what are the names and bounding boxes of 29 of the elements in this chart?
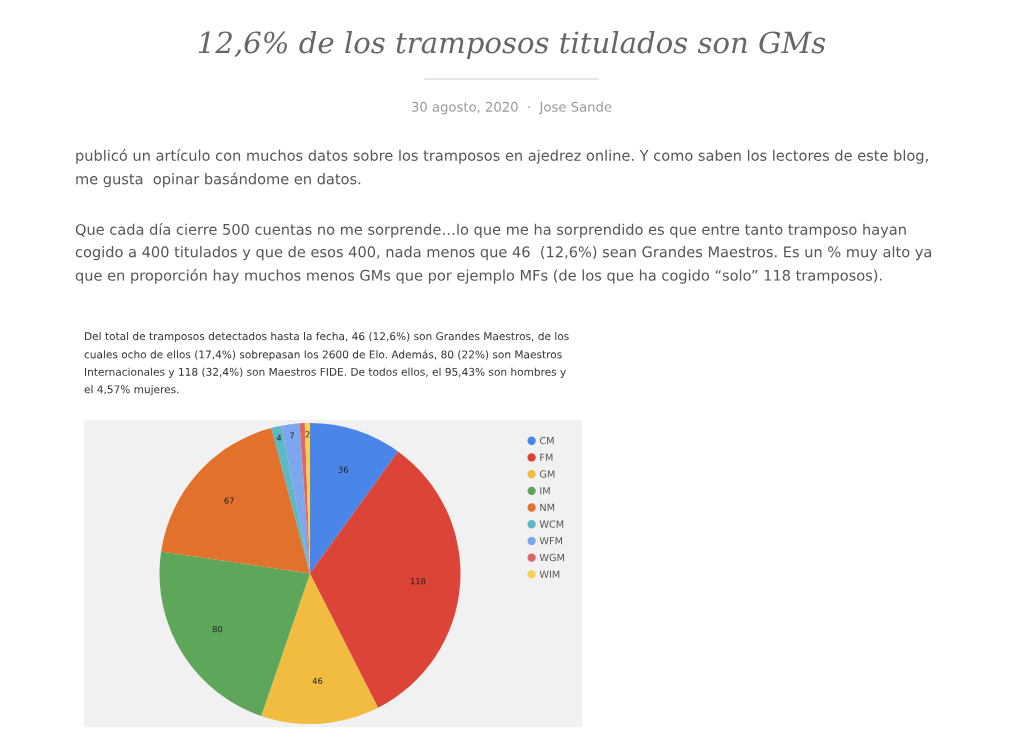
pie-slice <box>161 428 310 574</box>
data-label: 36 <box>338 466 349 473</box>
text: publicó un artículo con muchos datos sobre los tramposos en ajedrez online. Y como saben los lectores de este blog, me gusta opinar basándome en datos. <box>76 149 928 188</box>
data-label: 7 <box>290 432 294 439</box>
legend-label: IM <box>540 487 550 495</box>
legend-label: FM <box>540 453 553 461</box>
data-label: 118 <box>410 578 426 585</box>
pie-slice <box>159 551 310 716</box>
legend-label: NM <box>540 503 555 511</box>
legend-label: GM <box>539 470 555 478</box>
legend-label: WCM <box>539 520 564 528</box>
data-label: 46 <box>312 677 323 685</box>
pie-slice <box>271 425 310 574</box>
text: 30 agosto, 2020 · Jose Sande <box>411 101 612 115</box>
chart-subtitle: Del total de tramposos detectados hasta la fecha, 46 (12,6%) son Grandes Maestros, de los cuales ocho de ellos (17,4%) sobrepasan los 2600 de Elo. Además, 80 (22%) son Maestros Internacionales y 118 (32,4%) son Maestros FIDE. De todos ellos, el 95,43% son hombres y el 4,57% mujeres. <box>84 332 569 396</box>
chart-title: 12,6% de los tramposos titulados son GMs <box>198 30 826 60</box>
legend-label: CM <box>539 436 554 445</box>
data-label: 80 <box>212 625 223 633</box>
data-label: 4 <box>276 434 282 441</box>
pie-slice <box>281 423 310 574</box>
pie-slice <box>261 573 378 724</box>
data-label: 2 <box>305 431 310 438</box>
legend-label: WGM <box>539 553 564 562</box>
text: Que cada día cierre 500 cuentas no me sorprende…lo que me ha sorprendido es que entre tanto tramposo hayan cogido a 400 titulados y que de esos 400, nada menos que 46 (12,6%) sean Grandes Maestros. Es un % muy alto ya que en proporción hay muchos menos GMs que por ejemplo MFs (de los que ha cogido “solo” 118 tramposos). <box>75 223 932 284</box>
pie-slice <box>310 423 399 574</box>
legend-label: WIM <box>539 570 560 578</box>
data-label: 67 <box>224 497 234 504</box>
legend-label: WFM <box>539 537 563 545</box>
pie-slice <box>310 451 461 708</box>
